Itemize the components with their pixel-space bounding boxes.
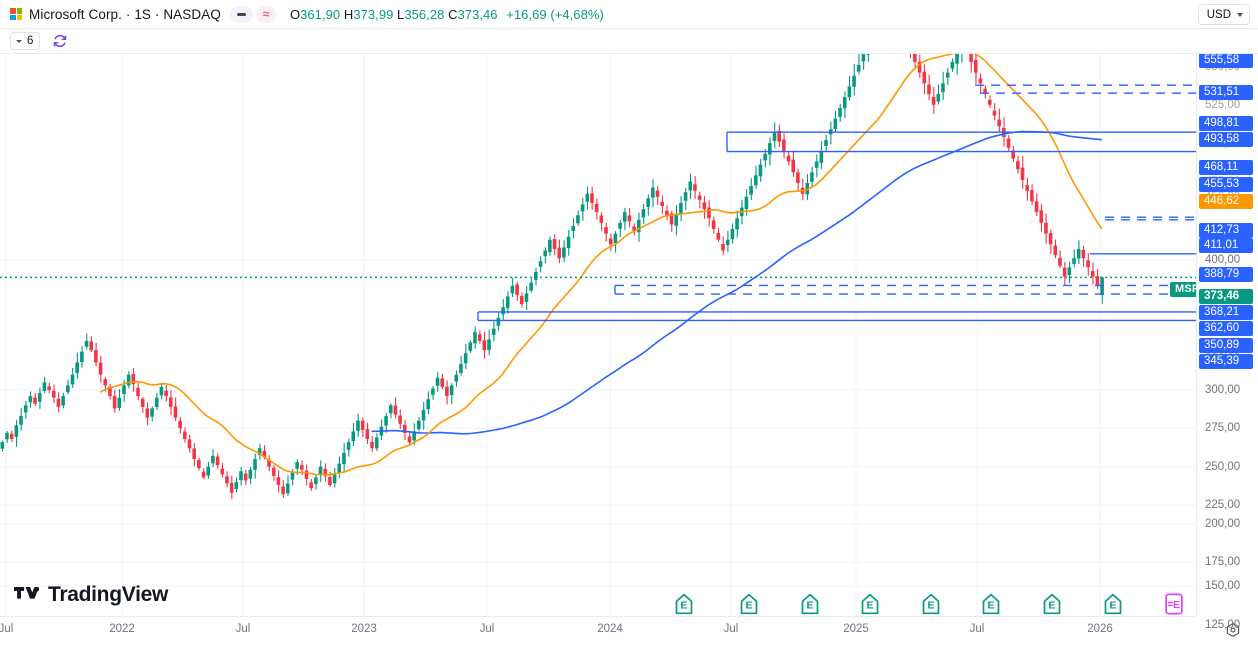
time-tick: 2026 [1087,623,1113,635]
close-label: C [448,6,458,22]
chart-subtoolbar: 6 [0,29,1258,54]
time-axis[interactable]: Jul 2022 Jul 2023 Jul 2024 Jul 2025 Jul 2026 [0,616,1196,645]
price-level-label[interactable]: 412,73 [1199,223,1253,238]
ma-slow-line [371,130,1102,435]
price-level-label[interactable]: 555,58 [1199,53,1253,68]
bar-style-icon[interactable] [229,5,253,23]
interval-value: 6 [27,35,34,47]
chevron-down-icon [1237,12,1243,17]
price-axis[interactable]: 575,00550,00525,00500,00475,00450,00425,… [1196,22,1258,631]
candle-series [0,54,1104,500]
price-levels [0,84,1196,322]
time-tick: Jul [723,623,739,635]
price-chart [0,54,1196,616]
svg-text:E: E [745,600,752,612]
low-value: 356,28 [404,6,445,22]
svg-text:E: E [927,600,934,612]
price-level-label[interactable]: 468,11 [1199,160,1253,175]
price-level-label[interactable]: 345,39 [1199,354,1253,369]
price-level-label[interactable]: 388,79 [1199,267,1253,282]
time-tick: 2023 [351,623,377,635]
svg-text:E: E [1173,599,1180,611]
interval-selector[interactable]: 6 [10,32,41,50]
ohlc-quote: O361,90 H373,99 L356,28 C373,46 +16,69 (… [290,7,604,22]
currency-select[interactable]: USD [1197,4,1250,25]
price-level-label[interactable]: 446,62 [1199,194,1253,209]
high-label: H [343,6,354,22]
price-tick: 150,00 [1205,580,1241,592]
price-level-label[interactable]: 362,60 [1199,321,1253,336]
microsoft-logo-icon [10,8,22,20]
time-tick: 2024 [597,623,623,635]
svg-text:E: E [987,600,994,612]
time-tick: Jul [0,623,14,635]
price-tick: 225,00 [1205,499,1241,511]
chevron-down-icon [16,39,22,43]
price-level-label[interactable]: 373,46 [1199,289,1253,304]
currency-value: USD [1206,8,1231,21]
open-value: 361,90 [300,6,341,22]
svg-text:E: E [1109,600,1116,612]
price-level-label[interactable]: 350,89 [1199,338,1253,353]
ma-fast-line [99,54,1103,476]
svg-text:E: E [866,600,873,612]
change-value: +16,69 (+4,68%) [506,6,604,22]
price-tick: 175,00 [1205,556,1241,568]
earnings-marker-icon[interactable]: E [1042,593,1063,615]
earnings-marker-icon[interactable]: E [674,593,695,615]
svg-text:E: E [806,600,813,612]
earnings-marker-icon[interactable]: E [981,593,1002,615]
time-tick: 2022 [109,623,135,635]
earnings-marker-icon[interactable]: E [921,593,942,615]
price-tick: 525,00 [1205,99,1241,111]
price-level-label[interactable]: 493,58 [1199,132,1253,147]
high-value: 373,99 [353,6,394,22]
svg-text:E: E [1048,600,1055,612]
price-level-label[interactable]: 455,53 [1199,177,1253,192]
chart-header: Microsoft Corp. · 1S · NASDAQ ≈ O361,90 … [0,0,1258,29]
earnings-marker-icon[interactable]: E [860,593,881,615]
symbol-title[interactable]: Microsoft Corp. · 1S · NASDAQ [29,6,221,22]
price-tick: 400,00 [1205,254,1241,266]
adjust-data-icon[interactable]: ≈ [255,5,276,23]
price-level-label[interactable]: 368,21 [1199,305,1253,320]
price-tick: 125,00 [1205,619,1241,631]
low-label: L [397,6,405,22]
time-tick: Jul [479,623,495,635]
price-tick: 300,00 [1205,384,1241,396]
time-tick: Jul [235,623,251,635]
price-tick: 200,00 [1205,518,1241,530]
price-level-label[interactable]: 498,81 [1199,116,1253,131]
svg-text:E: E [680,600,687,612]
close-value: 373,46 [457,6,498,22]
axis-settings-icon[interactable] [1224,622,1242,640]
earnings-marker-icon[interactable]: E [1103,593,1124,615]
open-label: O [289,6,301,22]
earnings-marker-icon[interactable]: E [1164,593,1185,615]
price-level-label[interactable]: 411,01 [1199,238,1253,253]
earnings-marker-icon[interactable]: E [739,593,760,615]
refresh-icon[interactable] [52,33,68,49]
earnings-marker-icon[interactable]: E [800,593,821,615]
price-level-label[interactable]: 531,51 [1199,85,1253,100]
price-tick: 250,00 [1205,461,1241,473]
time-tick: 2025 [843,623,869,635]
price-tick: 275,00 [1205,422,1241,434]
time-tick: Jul [969,623,985,635]
